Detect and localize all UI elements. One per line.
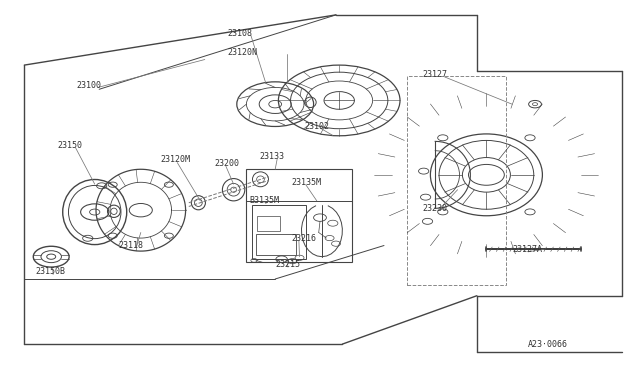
Text: 23200: 23200: [214, 159, 239, 168]
Text: 23120M: 23120M: [160, 155, 190, 164]
Text: 23133: 23133: [259, 152, 284, 161]
Text: 23215: 23215: [275, 260, 300, 269]
Bar: [407, 76, 506, 285]
Text: 23230: 23230: [422, 204, 447, 213]
Text: 23108: 23108: [227, 29, 252, 38]
Text: B3135M: B3135M: [250, 196, 280, 205]
Text: 23150: 23150: [58, 141, 83, 150]
Text: 23216: 23216: [291, 234, 316, 243]
Text: 23120N: 23120N: [227, 48, 257, 57]
Text: 23118: 23118: [118, 241, 143, 250]
Text: 23102: 23102: [304, 122, 329, 131]
Text: 23135M: 23135M: [291, 178, 321, 187]
Bar: [256, 234, 296, 255]
Bar: [257, 216, 280, 231]
Text: 23100: 23100: [77, 81, 102, 90]
Bar: [252, 205, 306, 259]
Text: 23127: 23127: [422, 70, 447, 79]
Text: 23127A: 23127A: [512, 245, 542, 254]
Text: 23150B: 23150B: [35, 267, 65, 276]
Bar: [246, 169, 352, 262]
Text: A23·0066: A23·0066: [528, 340, 568, 349]
